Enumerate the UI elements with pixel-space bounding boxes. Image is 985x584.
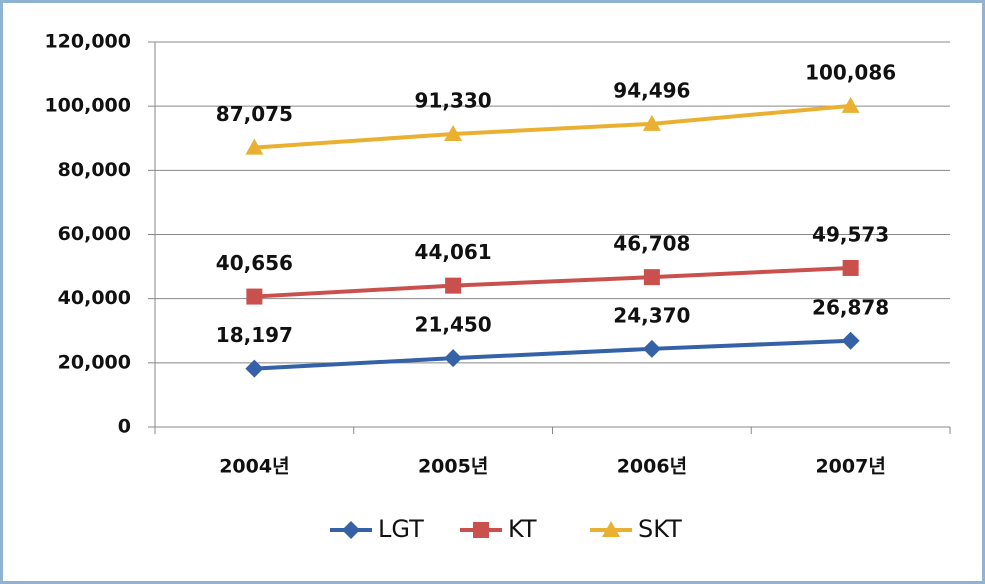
x-tick-label: 2006년 xyxy=(617,456,687,478)
data-label: 26,878 xyxy=(812,295,889,319)
point-marker xyxy=(245,138,264,155)
y-tick-label: 40,000 xyxy=(58,287,131,309)
x-tick-label: 2005년 xyxy=(418,456,488,478)
y-tick-label: 20,000 xyxy=(58,351,131,373)
x-tick-label: 2007년 xyxy=(815,456,885,478)
x-tick-label: 2004년 xyxy=(219,456,289,478)
y-tick-label: 0 xyxy=(118,416,131,438)
point-marker xyxy=(841,331,860,350)
data-label: 94,496 xyxy=(613,78,690,102)
legend-marker xyxy=(473,522,489,538)
point-marker xyxy=(444,349,463,368)
legend-label: SKT xyxy=(638,515,682,543)
series-line xyxy=(254,265,851,299)
point-marker xyxy=(841,96,860,113)
point-marker xyxy=(842,259,859,276)
point-marker xyxy=(246,288,263,305)
legend-marker xyxy=(602,521,620,537)
point-marker xyxy=(444,124,463,141)
data-label: 18,197 xyxy=(216,323,293,347)
y-tick-label: 60,000 xyxy=(58,223,131,245)
data-label: 24,370 xyxy=(613,303,690,327)
point-marker xyxy=(642,114,661,131)
data-label: 49,573 xyxy=(812,222,889,246)
data-label: 46,708 xyxy=(613,232,690,256)
point-marker xyxy=(245,359,264,378)
y-tick-label: 100,000 xyxy=(44,95,131,117)
legend-marker xyxy=(342,521,360,539)
data-label: 21,450 xyxy=(415,313,492,337)
legend-label: KT xyxy=(508,515,537,543)
data-label: 87,075 xyxy=(216,102,293,126)
data-label: 100,086 xyxy=(805,60,896,84)
data-label: 40,656 xyxy=(216,251,293,275)
y-tick-label: 80,000 xyxy=(58,159,131,181)
point-marker xyxy=(445,277,462,294)
series-line xyxy=(254,338,851,371)
point-marker xyxy=(642,339,661,358)
series-line xyxy=(254,103,851,150)
data-label: 91,330 xyxy=(415,88,492,112)
data-label: 44,061 xyxy=(415,240,492,264)
legend-label: LGT xyxy=(378,515,424,543)
y-tick-label: 120,000 xyxy=(44,31,131,53)
point-marker xyxy=(643,269,660,286)
